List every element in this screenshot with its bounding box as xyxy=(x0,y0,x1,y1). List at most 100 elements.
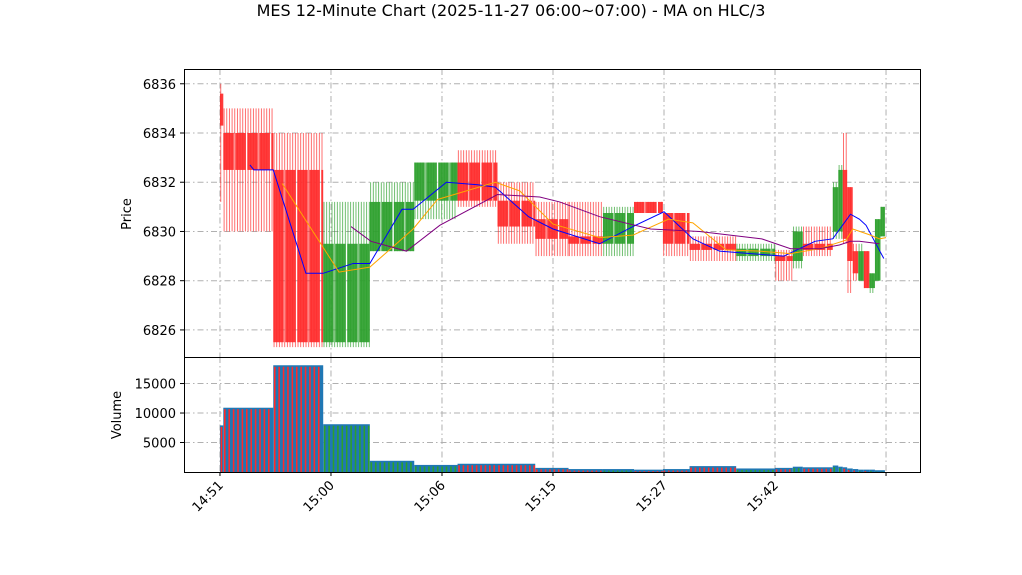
candle-body xyxy=(297,169,308,343)
volume-bar xyxy=(568,469,603,472)
candle-up xyxy=(858,243,864,281)
candle-down xyxy=(847,187,853,293)
candle-body xyxy=(414,162,425,201)
candle-body xyxy=(713,243,725,250)
volume-bar-block xyxy=(832,465,839,472)
candle-body xyxy=(614,213,626,244)
candle-body xyxy=(521,200,532,227)
candle-down xyxy=(662,213,690,257)
volume-bar xyxy=(842,467,848,472)
volume-bar-block xyxy=(457,463,498,472)
candle-down xyxy=(568,201,603,257)
candle-body xyxy=(814,243,826,250)
volume-bar-block xyxy=(792,466,803,472)
volume-bar xyxy=(880,470,885,472)
x-tick-label: 15:00 xyxy=(301,478,338,515)
volume-bar xyxy=(802,467,833,472)
volume-bar-block xyxy=(662,469,690,472)
volume-bar-block xyxy=(847,468,853,472)
volume-bar xyxy=(874,470,881,472)
volume-y-ticks: 5000 10000 15000 xyxy=(135,378,184,452)
volume-bar xyxy=(497,463,536,472)
candle-body xyxy=(658,201,663,213)
candle-body xyxy=(323,243,334,343)
candle-body xyxy=(634,201,645,213)
candle-body xyxy=(219,93,224,126)
candle-body xyxy=(533,200,536,227)
x-ticks: 14:51 15:00 15:06 15:15 15:27 15:42 xyxy=(190,472,887,515)
candle-up xyxy=(792,226,803,269)
candle-body xyxy=(247,133,258,170)
x-tick-label: 15:42 xyxy=(745,478,782,515)
price-axis-label: Price xyxy=(120,198,135,230)
candle-up xyxy=(414,162,458,220)
candle-body xyxy=(223,133,234,170)
candle-body xyxy=(880,206,885,237)
candle-body xyxy=(481,162,493,201)
candle-body xyxy=(559,219,569,239)
candle-up xyxy=(832,182,839,239)
candle-body xyxy=(874,219,881,281)
candle-body xyxy=(235,133,246,170)
candle-body xyxy=(568,236,580,244)
volume-bar xyxy=(662,469,690,472)
candle-body xyxy=(321,169,324,343)
candle-body xyxy=(535,219,546,239)
candle-body xyxy=(674,213,686,244)
candle-body xyxy=(450,162,458,201)
volume-bar-block xyxy=(273,365,324,472)
candle-body xyxy=(802,243,814,250)
candle-body xyxy=(457,162,469,201)
candle-body xyxy=(775,256,786,261)
volume-bar-block xyxy=(602,469,635,472)
candle-body xyxy=(309,169,320,343)
candle-down xyxy=(634,201,663,213)
x-tick-label: 14:51 xyxy=(190,478,227,515)
candle-body xyxy=(285,169,296,343)
candle-body xyxy=(273,169,284,343)
candle-body xyxy=(602,213,614,244)
candle-body xyxy=(686,213,690,244)
volume-bar xyxy=(273,365,324,472)
candle-body xyxy=(725,243,737,250)
volume-tick-label: 5000 xyxy=(143,437,176,452)
volume-bar xyxy=(634,469,663,472)
candle-body xyxy=(497,200,508,227)
volume-bar-block xyxy=(775,467,793,472)
volume-bar xyxy=(838,466,843,472)
candle-body xyxy=(381,201,393,252)
volume-bar xyxy=(535,467,569,472)
volume-bar-block xyxy=(634,469,663,472)
candle-up xyxy=(880,206,885,237)
candle-body xyxy=(426,162,437,201)
volume-bar xyxy=(792,466,803,472)
candle-body xyxy=(393,201,405,252)
candle-body xyxy=(689,243,701,250)
candle-down xyxy=(775,249,793,281)
volume-bar-block xyxy=(369,460,415,472)
volume-tick-label: 15000 xyxy=(135,378,176,393)
candle-up xyxy=(874,219,881,281)
chart-title: MES 12-Minute Chart (2025-11-27 06:00~07… xyxy=(256,1,766,20)
candle-down xyxy=(842,133,848,244)
volume-bar xyxy=(852,469,859,472)
volume-bar-block xyxy=(869,469,875,472)
volume-bar-block xyxy=(223,407,274,472)
candle-up xyxy=(602,206,635,257)
volume-bars xyxy=(219,365,885,472)
x-tick-label: 15:06 xyxy=(412,478,449,515)
candle-body xyxy=(646,201,657,213)
candles xyxy=(219,83,885,348)
candle-body xyxy=(760,248,771,257)
candle-body xyxy=(787,256,793,261)
moving-averages xyxy=(249,164,887,274)
x-tick-label: 15:15 xyxy=(523,478,560,515)
price-tick-label: 6836 xyxy=(143,78,176,93)
candle-body xyxy=(405,201,415,252)
volume-bar xyxy=(863,469,870,472)
volume-bar xyxy=(689,466,737,472)
candle-down xyxy=(689,236,737,261)
moving-average-line xyxy=(350,194,880,252)
volume-bar-block xyxy=(535,467,569,472)
